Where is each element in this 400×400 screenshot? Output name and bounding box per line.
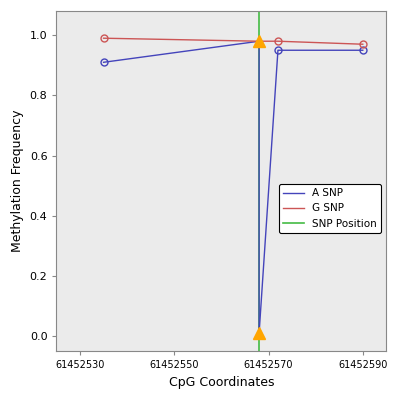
Y-axis label: Methylation Frequency: Methylation Frequency [11,110,24,252]
X-axis label: CpG Coordinates: CpG Coordinates [169,376,274,389]
Legend: A SNP, G SNP, SNP Position: A SNP, G SNP, SNP Position [279,184,381,233]
